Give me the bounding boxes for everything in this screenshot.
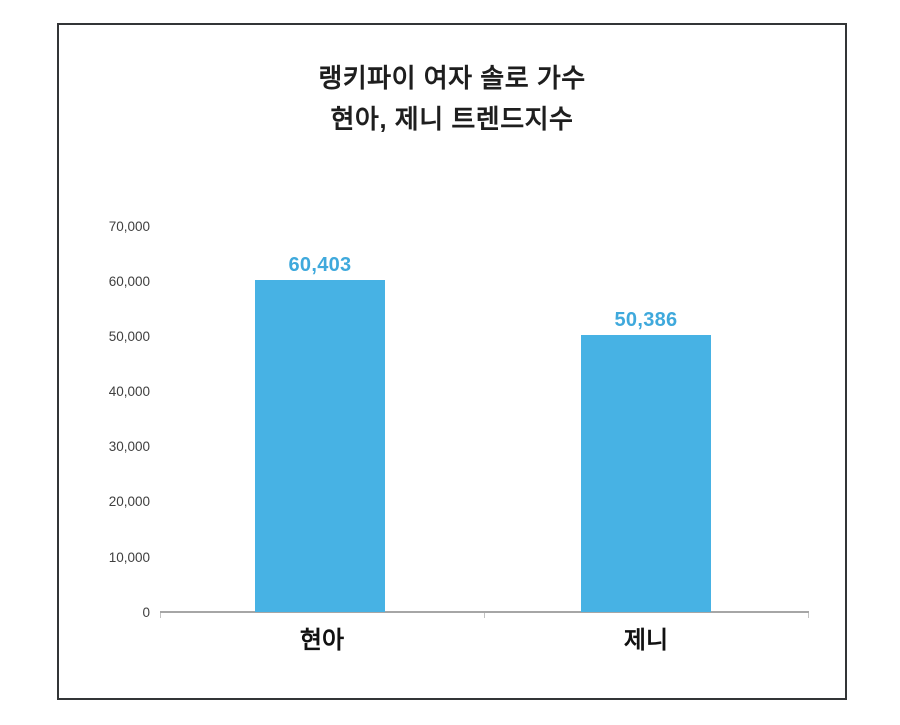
- y-axis-tick-label: 70,000: [108, 219, 150, 234]
- x-axis-tick: [160, 613, 161, 618]
- x-axis-line: [160, 611, 809, 613]
- y-axis-tick-label: 40,000: [108, 384, 150, 399]
- y-axis-tick-label: 50,000: [108, 329, 150, 344]
- x-axis-tick: [808, 613, 809, 618]
- x-axis-tick: [484, 613, 485, 618]
- y-axis-tick-label: 0: [142, 605, 150, 620]
- chart-title-line-2: 현아, 제니 트렌드지수: [330, 104, 574, 134]
- bar-jennie: [581, 335, 711, 612]
- y-axis-tick-label: 60,000: [108, 274, 150, 289]
- y-axis-tick-label: 20,000: [108, 494, 150, 509]
- y-axis-tick-label: 10,000: [108, 550, 150, 565]
- bar-value-label-hyuna: 60,403: [288, 254, 352, 276]
- chart-frame: [57, 23, 847, 700]
- bar-hyuna: [255, 280, 385, 612]
- chart-title: 랭키파이 여자 솔로 가수 현아, 제니 트렌드지수: [57, 58, 847, 140]
- x-axis-category-label-hyuna: 현아: [299, 627, 345, 654]
- chart-title-line-1: 랭키파이 여자 솔로 가수: [318, 63, 586, 93]
- bar-value-label-jennie: 50,386: [614, 309, 678, 331]
- y-axis-tick-label: 30,000: [108, 439, 150, 454]
- x-axis-category-label-jennie: 제니: [623, 627, 669, 654]
